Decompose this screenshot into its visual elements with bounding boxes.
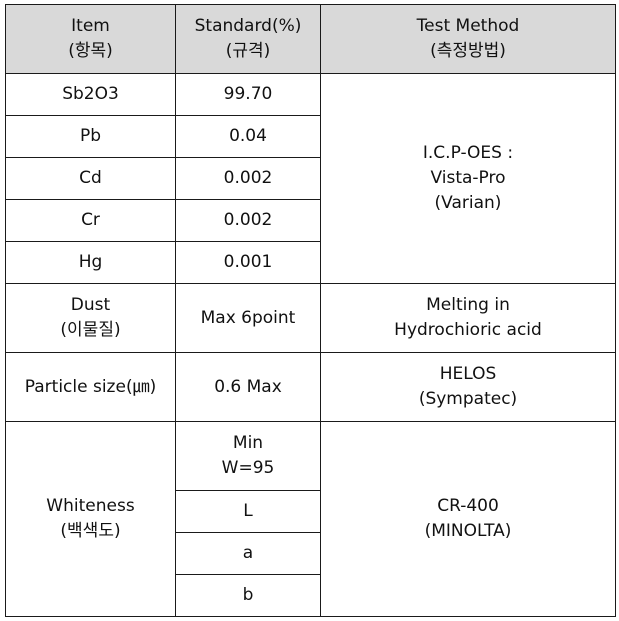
standard-cell: 0.002 bbox=[175, 157, 321, 200]
header-test-method: Test Method (측정방법) bbox=[320, 4, 616, 74]
table-row-dust: Dust (이물질) Max 6point Melting in Hydroch… bbox=[5, 283, 616, 353]
table-row-cd: Cd 0.002 bbox=[5, 157, 616, 200]
header-item: Item (항목) bbox=[5, 4, 176, 74]
item-cell-dust: Dust (이물질) bbox=[5, 283, 176, 353]
item-cell-particle: Particle size(㎛) bbox=[5, 352, 176, 422]
method-cell-dust: Melting in Hydrochioric acid bbox=[320, 283, 616, 353]
standard-cell-w: Min W=95 bbox=[175, 421, 321, 491]
standard-cell: 99.70 bbox=[175, 73, 321, 116]
method-cell-particle: HELOS (Sympatec) bbox=[320, 352, 616, 422]
item-cell: Pb bbox=[5, 115, 176, 158]
table-row-whiteness-b: b bbox=[6, 574, 616, 617]
standard-cell: Max 6point bbox=[175, 283, 321, 353]
item-cell: Cr bbox=[5, 199, 176, 242]
standard-cell: 0.002 bbox=[175, 199, 321, 242]
standard-cell: 0.001 bbox=[175, 241, 321, 284]
standard-cell: 0.04 bbox=[175, 115, 321, 158]
table-row-pb: Pb 0.04 bbox=[5, 115, 616, 158]
specification-table: Item (항목) Standard(%) (규격) Test Method (… bbox=[5, 4, 616, 617]
header-standard: Standard(%) (규격) bbox=[175, 4, 321, 74]
header-row: Item (항목) Standard(%) (규격) Test Method (… bbox=[5, 4, 616, 74]
item-cell: Sb2O3 bbox=[5, 73, 176, 116]
table-row-whiteness-l: L bbox=[6, 490, 616, 533]
method-cell-icp: I.C.P-OES : Vista-Pro (Varian) bbox=[320, 73, 616, 284]
standard-cell-a: a bbox=[175, 532, 321, 575]
item-cell: Cd bbox=[5, 157, 176, 200]
item-cell-whiteness: Whiteness (백색도) bbox=[5, 421, 176, 617]
table-row-cr: Cr 0.002 bbox=[5, 199, 616, 242]
table-row-sb2o3: Sb2O3 99.70 I.C.P-OES : Vista-Pro (Varia… bbox=[5, 73, 616, 284]
method-cell-whiteness: CR-400 (MINOLTA) bbox=[320, 421, 616, 617]
standard-cell-l: L bbox=[175, 490, 321, 533]
table-row-hg: Hg 0.001 bbox=[5, 241, 616, 284]
item-cell: Hg bbox=[5, 241, 176, 284]
standard-cell-b: b bbox=[175, 574, 321, 617]
standard-cell: 0.6 Max bbox=[175, 352, 321, 422]
table-row-whiteness-w: Whiteness (백색도) Min W=95 CR-400 (MINOLTA… bbox=[5, 421, 616, 617]
table-row-particle-size: Particle size(㎛) 0.6 Max HELOS (Sympatec… bbox=[5, 352, 616, 422]
